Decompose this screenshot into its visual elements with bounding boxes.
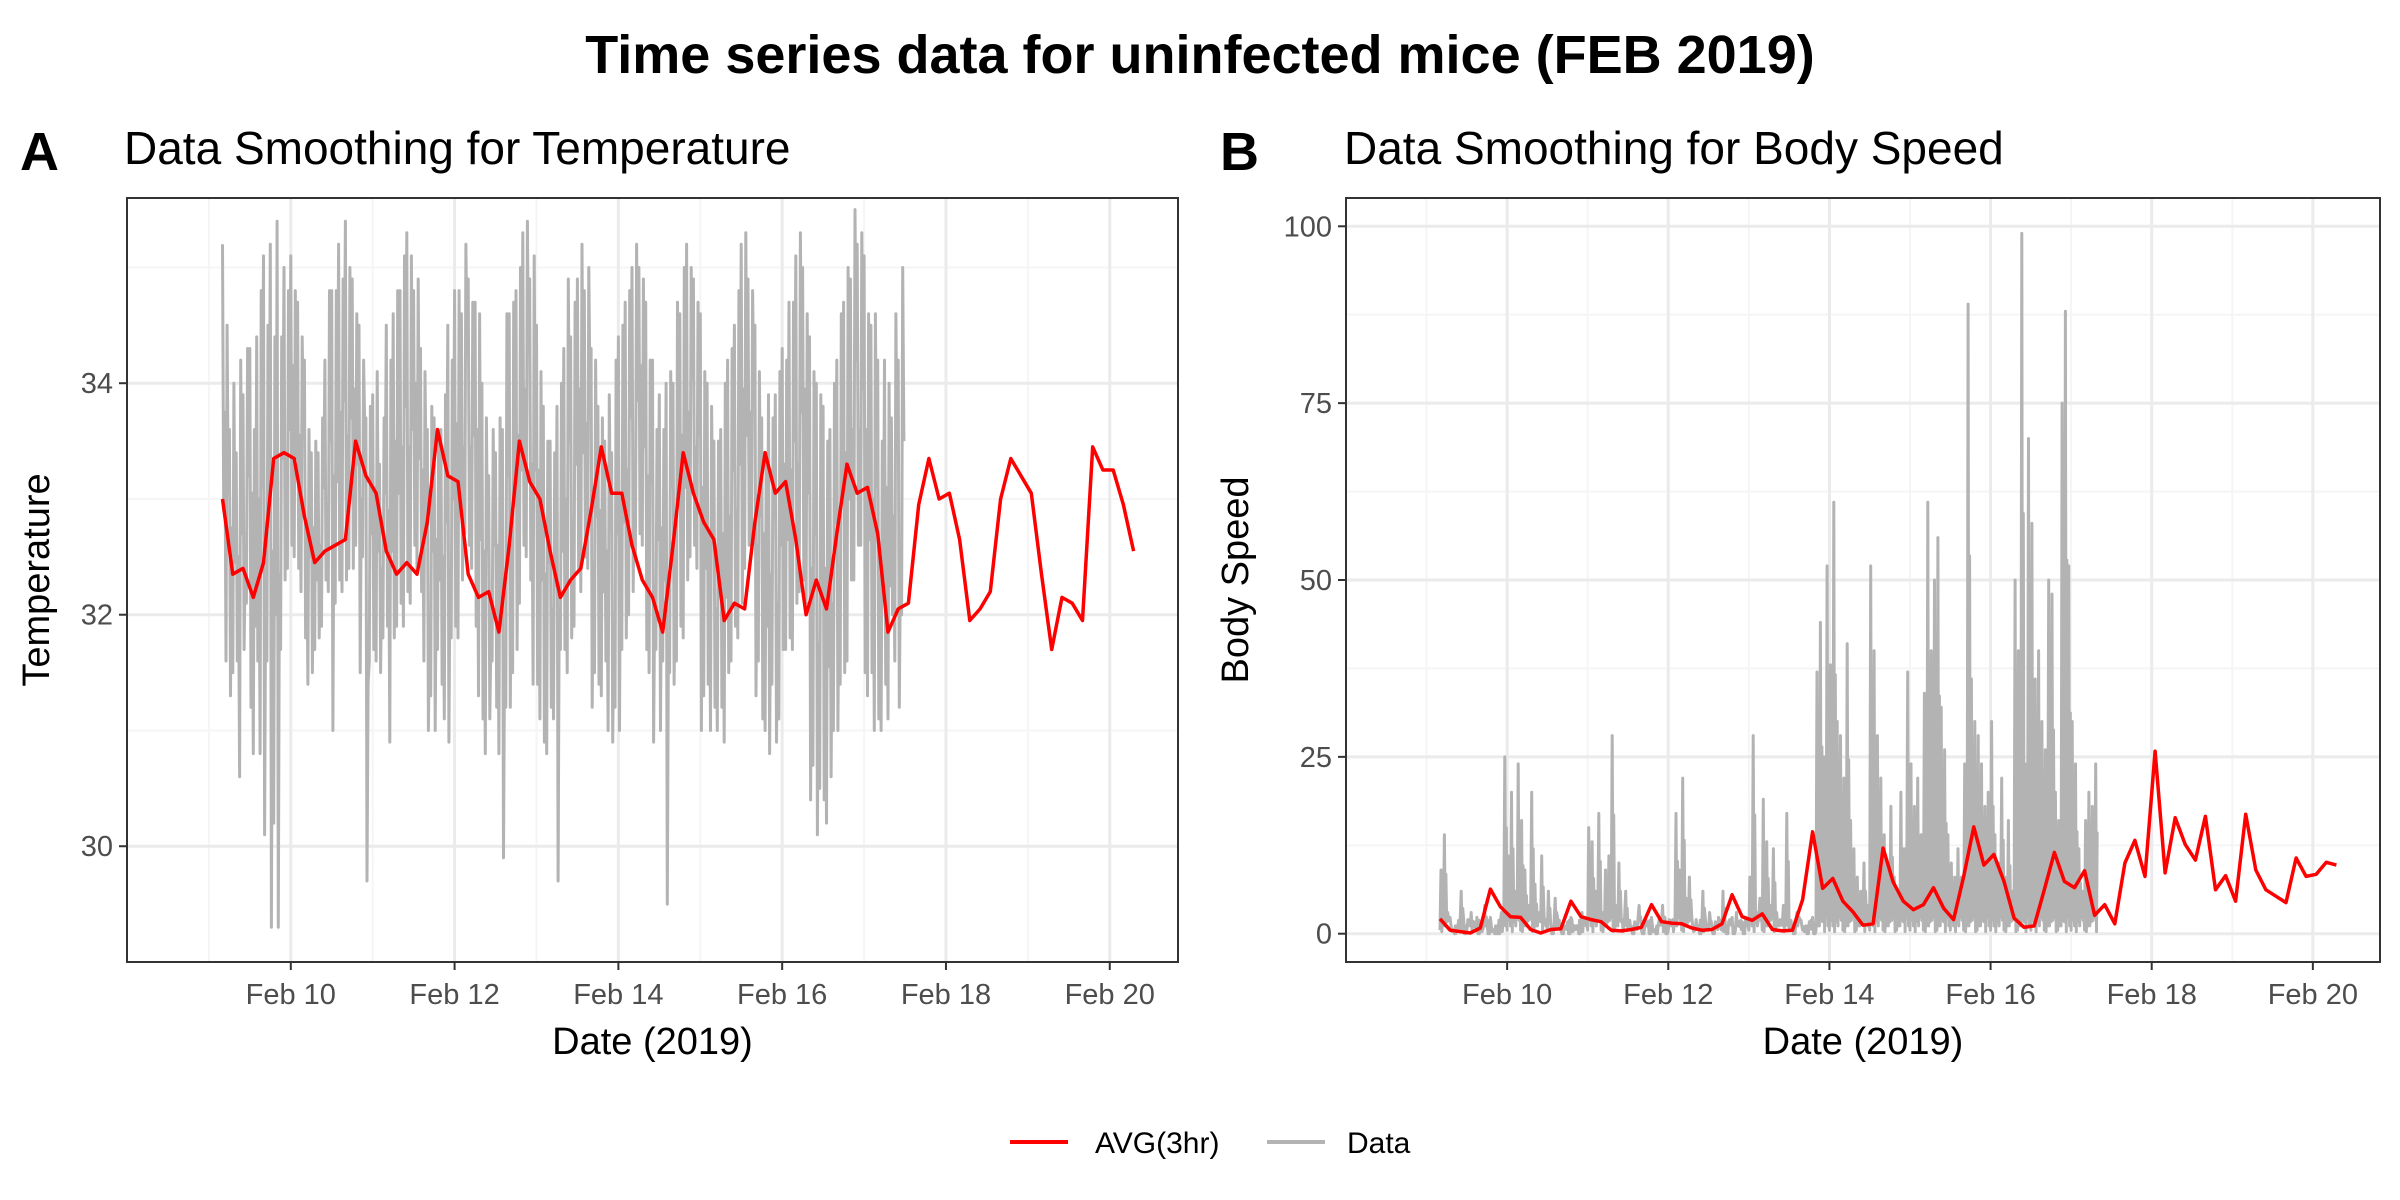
x-tick-label: Feb 10 xyxy=(246,979,336,1011)
panel-a-letter: A xyxy=(20,122,59,182)
panel-a-title: Data Smoothing for Temperature xyxy=(124,122,791,174)
panel-b-title: Data Smoothing for Body Speed xyxy=(1344,122,2004,174)
y-tick-label: 34 xyxy=(81,368,113,400)
x-tick-label: Feb 12 xyxy=(1623,979,1713,1011)
series-data-line xyxy=(1438,231,2099,936)
x-tick-label: Feb 16 xyxy=(737,979,827,1011)
legend-data-label: Data xyxy=(1347,1127,1411,1160)
panel-b-letter: B xyxy=(1220,122,1259,182)
panel-b-ylabel: Body Speed xyxy=(1215,476,1257,683)
x-tick-label: Feb 16 xyxy=(1945,979,2035,1011)
legend: AVG(3hr) Data xyxy=(1010,1127,1411,1160)
series-avg-3hr-line xyxy=(1438,749,2337,935)
x-tick-label: Feb 18 xyxy=(2107,979,2197,1011)
y-tick-label: 75 xyxy=(1300,388,1332,420)
legend-avg-label: AVG(3hr) xyxy=(1095,1127,1219,1160)
x-tick-label: Feb 10 xyxy=(1462,979,1552,1011)
y-tick-label: 0 xyxy=(1316,919,1332,951)
y-tick-label: 32 xyxy=(81,600,113,632)
panel-a-ylabel: Temperature xyxy=(16,473,58,686)
panel-a: A Data Smoothing for Temperature Feb 10 F… xyxy=(16,122,1179,1063)
y-tick-label: 100 xyxy=(1284,211,1332,243)
panel-b-xlabel: Date (2019) xyxy=(1763,1021,1964,1063)
y-tick-label: 30 xyxy=(81,831,113,863)
panel-a-series xyxy=(220,208,1136,929)
y-tick-label: 25 xyxy=(1300,742,1332,774)
panel-a-border xyxy=(126,197,1179,963)
panel-b-series xyxy=(1438,231,2337,936)
x-tick-label: Feb 12 xyxy=(409,979,499,1011)
series-data-line xyxy=(221,208,906,929)
figure-title: Time series data for uninfected mice (FE… xyxy=(585,25,1814,85)
y-tick-label: 50 xyxy=(1300,565,1332,597)
x-tick-label: Feb 20 xyxy=(1065,979,1155,1011)
x-tick-label: Feb 14 xyxy=(573,979,663,1011)
panel-a-ticks: Feb 10 Feb 12 Feb 14 Feb 16 Feb 18 Feb 20 30 32… xyxy=(81,368,1155,1011)
panel-b: B Data Smoothing for Body Speed Feb 10 Fe… xyxy=(1215,122,2381,1063)
x-tick-label: Feb 14 xyxy=(1784,979,1874,1011)
panel-a-xlabel: Date (2019) xyxy=(552,1021,753,1063)
series-avg-3hr-line xyxy=(220,427,1136,652)
x-tick-label: Feb 20 xyxy=(2268,979,2358,1011)
x-tick-label: Feb 18 xyxy=(901,979,991,1011)
panel-b-ticks: Feb 10 Feb 12 Feb 14 Feb 16 Feb 18 Feb 20 0 25 5… xyxy=(1284,211,2358,1011)
